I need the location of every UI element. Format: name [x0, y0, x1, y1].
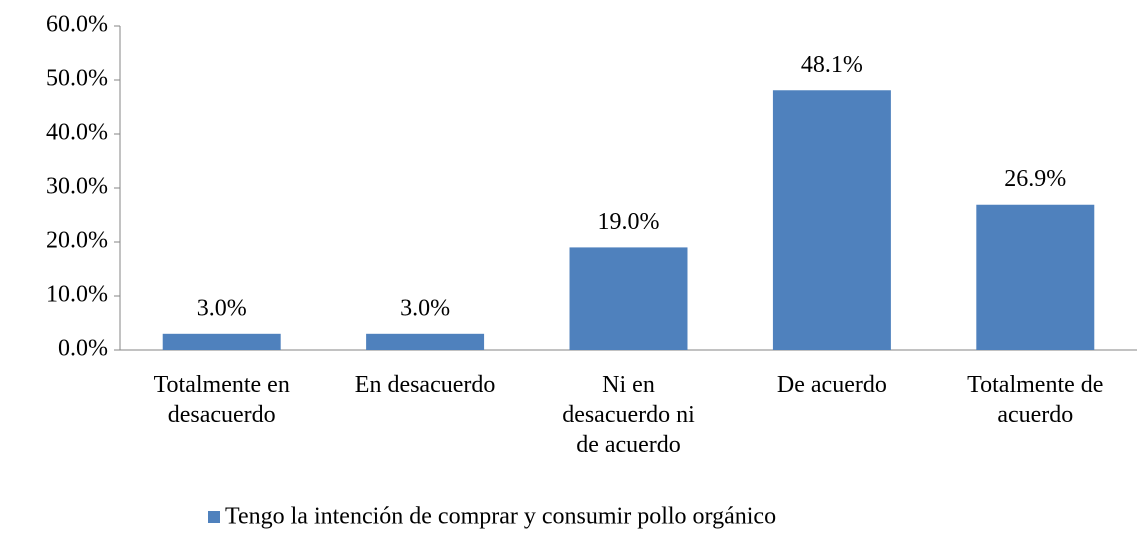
data-label: 26.9%: [1004, 166, 1066, 192]
x-tick-line: Ni en: [602, 372, 655, 398]
bar: [976, 204, 1095, 350]
bar: [569, 247, 688, 350]
x-tick-line: desacuerdo: [168, 402, 276, 428]
x-tick-line: Totalmente de: [967, 372, 1103, 398]
y-tick-label: 60.0%: [46, 12, 108, 38]
x-tick-line: de acuerdo: [576, 432, 681, 458]
y-tick-label: 0.0%: [58, 336, 108, 362]
x-tick-label: En desacuerdo: [355, 372, 496, 398]
x-tick-line: desacuerdo ni: [562, 402, 695, 428]
legend-swatch: [208, 511, 220, 523]
x-tick-line: Totalmente en: [154, 372, 290, 398]
data-label: 3.0%: [400, 295, 450, 321]
data-label: 48.1%: [801, 52, 863, 78]
x-tick-label: De acuerdo: [777, 372, 887, 398]
y-tick-label: 30.0%: [46, 174, 108, 200]
bar: [162, 333, 281, 350]
bar: [366, 333, 485, 350]
legend-label: Tengo la intención de comprar y consumir…: [225, 504, 776, 530]
y-tick-label: 50.0%: [46, 66, 108, 92]
x-tick-label: Ni en desacuerdo ni de acuerdo: [562, 372, 695, 458]
x-tick-line: En desacuerdo: [355, 372, 496, 398]
x-tick-line: De acuerdo: [777, 372, 887, 398]
bar: [772, 90, 891, 350]
y-tick-label: 20.0%: [46, 228, 108, 254]
data-label: 3.0%: [197, 295, 247, 321]
y-tick-label: 10.0%: [46, 282, 108, 308]
x-tick-line: acuerdo: [997, 402, 1073, 428]
y-tick-label: 40.0%: [46, 120, 108, 146]
data-label: 19.0%: [598, 209, 660, 235]
x-tick-label: Totalmente en desacuerdo: [154, 372, 290, 428]
x-tick-label: Totalmente de acuerdo: [967, 372, 1103, 428]
